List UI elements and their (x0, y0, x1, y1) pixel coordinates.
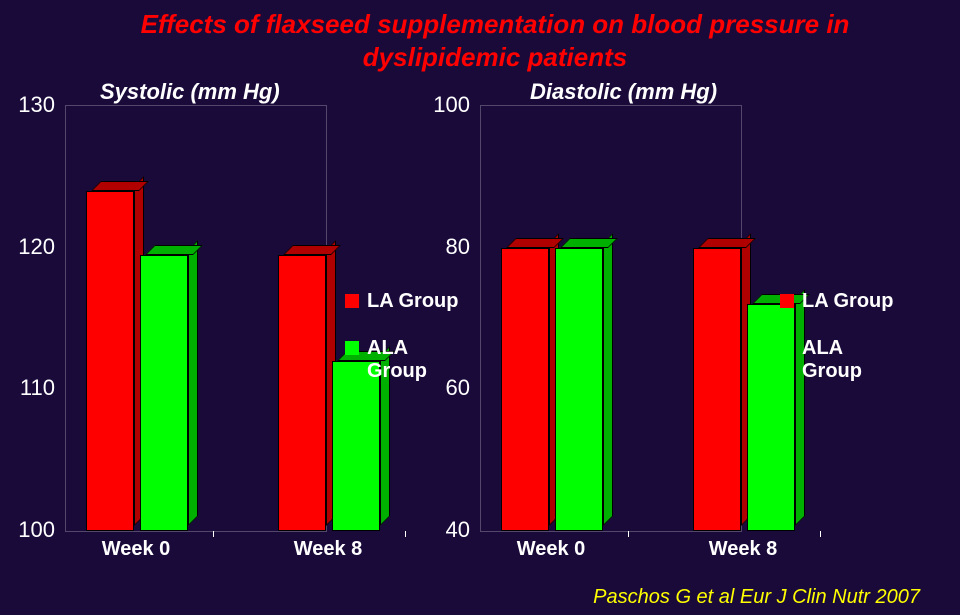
diastolic-label: Diastolic (mm Hg) (530, 79, 717, 105)
legend-diastolic: LA Group ALA Group (780, 290, 920, 407)
x-tick-label: Week 8 (693, 538, 793, 561)
y-tick-label: 60 (430, 375, 470, 401)
legend-la: LA Group (780, 290, 920, 313)
legend-swatch (345, 341, 359, 355)
legend-la: LA Group (345, 290, 485, 313)
legend-text: ALA Group (367, 337, 427, 383)
legend-text: LA Group (802, 290, 893, 313)
legend-swatch (780, 294, 794, 308)
y-tick-label: 80 (430, 234, 470, 260)
legend-text: ALA Group (802, 337, 862, 383)
y-tick-label: 100 (430, 92, 470, 118)
y-tick-label: 40 (430, 517, 470, 543)
slide-title: Effects of flaxseed supplementation on b… (90, 8, 900, 73)
y-tick-label: 130 (15, 92, 55, 118)
bar-la (278, 245, 336, 531)
legend-swatch (780, 341, 794, 355)
legend-swatch (345, 294, 359, 308)
y-tick-label: 110 (15, 375, 55, 401)
citation: Paschos G et al Eur J Clin Nutr 2007 (593, 586, 920, 609)
x-tick-label: Week 8 (278, 538, 378, 561)
systolic-chart (65, 105, 327, 532)
y-tick-label: 120 (15, 234, 55, 260)
systolic-label: Systolic (mm Hg) (100, 79, 280, 105)
bar-ala (140, 245, 198, 531)
legend-ala: ALA Group (780, 337, 920, 383)
slide-root: Effects of flaxseed supplementation on b… (0, 0, 960, 615)
bar-ala (555, 238, 613, 531)
x-tick-label: Week 0 (86, 538, 186, 561)
x-tick-label: Week 0 (501, 538, 601, 561)
bar-la (501, 238, 559, 531)
diastolic-chart (480, 105, 742, 532)
bar-la (86, 181, 144, 531)
y-tick-label: 100 (15, 517, 55, 543)
bar-la (693, 238, 751, 531)
legend-text: LA Group (367, 290, 458, 313)
